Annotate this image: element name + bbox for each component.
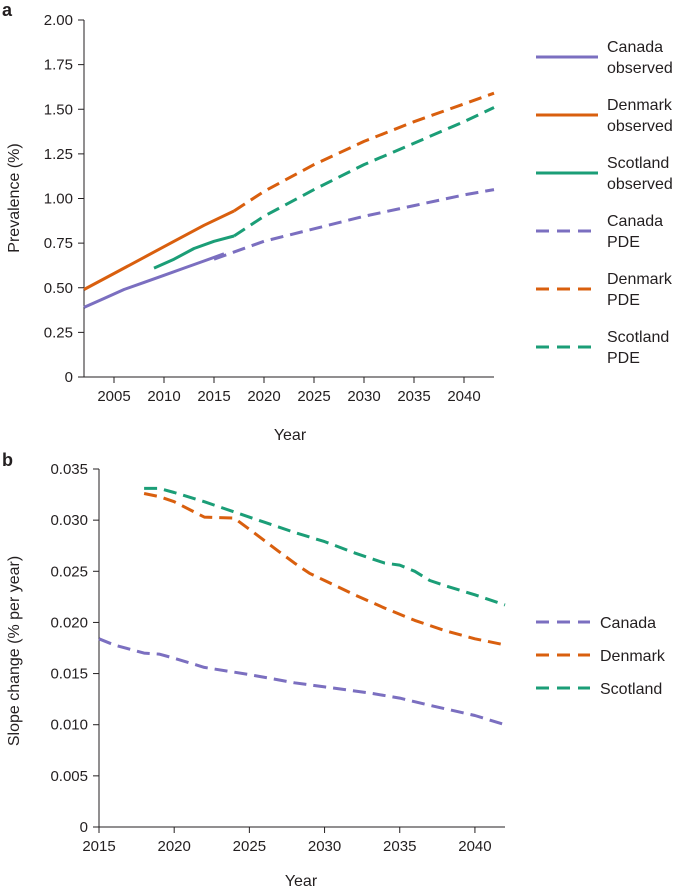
legend-label: PDE [607, 234, 640, 251]
x-tick-label: 2020 [247, 388, 280, 405]
legend-label: Denmark [600, 648, 666, 665]
panel-b-y-axis-title: Slope change (% per year) [6, 556, 23, 746]
legend-label: Scotland [607, 155, 669, 172]
y-tick-label: 1.75 [44, 57, 73, 74]
panel-b-series [98, 486, 506, 727]
series-line-scotland-observed [153, 234, 235, 270]
legend-label: Denmark [607, 97, 673, 114]
y-tick-label: 0.010 [50, 717, 88, 734]
y-tick-label: 0 [80, 819, 88, 836]
panel-b-x-axis-title: Year [285, 873, 318, 889]
series-line-canada-observed [83, 252, 225, 309]
x-tick-label: 2030 [347, 388, 380, 405]
series-line-denmark-observed [83, 209, 235, 291]
legend-label: observed [607, 60, 673, 77]
panel-a-axes: 0 0.25 0.50 0.75 1.00 1.25 1.50 1.75 2.00 2005 201… [44, 12, 494, 405]
legend-label: Canada [607, 213, 663, 230]
x-tick-label: 2040 [447, 388, 480, 405]
panel-a: a 0 0.25 0.50 0.75 1.00 1.25 1.50 1.75 2.00 2005 2… [2, 0, 673, 444]
legend-label: PDE [607, 350, 640, 367]
x-tick-label: 2030 [308, 838, 341, 855]
y-tick-label: 0.025 [50, 563, 88, 580]
y-tick-label: 1.50 [44, 101, 73, 118]
panel-b-letter: b [2, 450, 13, 470]
y-tick-label: 0.005 [50, 768, 88, 785]
legend-label: Scotland [607, 329, 669, 346]
panel-b-axes: 0 0.005 0.010 0.015 0.020 0.025 0.030 0.035 2015… [50, 461, 505, 855]
legend-label: PDE [607, 292, 640, 309]
x-tick-label: 2015 [197, 388, 230, 405]
y-tick-label: 2.00 [44, 12, 73, 29]
x-tick-label: 2005 [97, 388, 130, 405]
y-tick-label: 0.020 [50, 614, 88, 631]
y-tick-label: 1.25 [44, 146, 73, 163]
series-line-scotland [144, 486, 506, 607]
legend-label: Canada [607, 39, 663, 56]
y-tick-label: 1.00 [44, 191, 73, 208]
y-tick-label: 0.035 [50, 461, 88, 478]
panel-b-legend: Canada Denmark Scotland [536, 615, 666, 698]
y-tick-label: 0.030 [50, 512, 88, 529]
panel-a-series [83, 91, 495, 309]
x-tick-label: 2020 [157, 838, 190, 855]
x-tick-label: 2015 [82, 838, 115, 855]
x-tick-label: 2035 [383, 838, 416, 855]
panel-a-y-axis-title: Prevalence (%) [6, 143, 23, 252]
series-line-denmark [143, 492, 506, 647]
legend-label: Denmark [607, 271, 673, 288]
series-line-denmark-pde [233, 91, 495, 213]
panel-a-x-axis-title: Year [274, 427, 307, 444]
y-tick-label: 0 [65, 369, 73, 386]
series-line-canada-pde [213, 188, 495, 261]
x-tick-label: 2035 [397, 388, 430, 405]
y-tick-label: 0.75 [44, 235, 73, 252]
legend-label: observed [607, 118, 673, 135]
y-tick-label: 0.015 [50, 666, 88, 683]
x-tick-label: 2010 [147, 388, 180, 405]
y-tick-label: 0.50 [44, 280, 73, 297]
legend-label: Canada [600, 615, 656, 632]
series-line-scotland-pde [233, 106, 495, 238]
panel-a-legend: Canada observed Denmark observed Scotland obs… [536, 39, 673, 367]
x-tick-label: 2040 [458, 838, 491, 855]
legend-label: Scotland [600, 681, 662, 698]
panel-a-letter: a [2, 0, 13, 20]
legend-label: observed [607, 176, 673, 193]
x-tick-label: 2025 [297, 388, 330, 405]
series-line-canada [98, 637, 506, 727]
y-tick-label: 0.25 [44, 324, 73, 341]
x-tick-label: 2025 [233, 838, 266, 855]
panel-b: b 0 0.005 0.010 0.015 0.020 0.025 0.030 0.035 20… [2, 450, 666, 889]
